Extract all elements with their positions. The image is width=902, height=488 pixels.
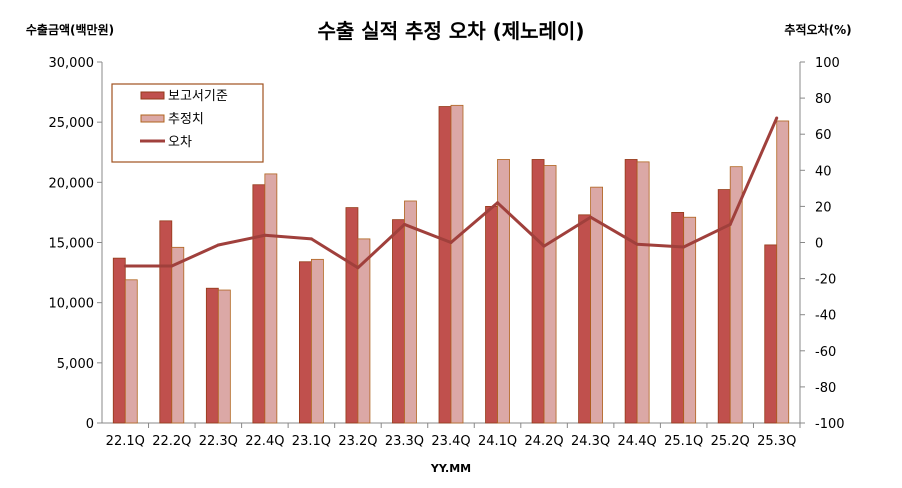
y2-tick-label: -40 [815,309,836,324]
y2-tick-label: 60 [815,128,832,143]
bar-estimate [171,246,185,424]
legend-box [111,83,264,163]
y-axis-label: 수출금액(백만원) [26,22,114,37]
legend: 보고서기준 추정치 오차 [111,83,264,163]
bar-report [298,261,312,424]
legend-label-error: 오차 [168,135,192,150]
y2-tick-label: -20 [815,273,836,288]
bar-estimate [776,120,790,424]
x-axis-label: YY.MM [430,462,471,475]
y-tick-label: 20,000 [49,176,95,191]
error-point [775,116,779,120]
x-tick-label: 23.2Q [338,434,377,449]
error-point [635,242,639,246]
bar-estimate [124,279,138,424]
x-tick-label: 25.2Q [711,434,750,449]
y2-tick-label: -80 [815,381,836,396]
bar-report [205,287,219,424]
error-point [589,215,593,219]
error-point [123,264,127,268]
error-point [682,245,686,249]
y-tick-label: 25,000 [49,116,95,131]
x-tick-label: 22.4Q [245,434,284,449]
bar-report [159,220,173,424]
bar-report [438,106,452,424]
y-tick-label: 0 [86,417,94,432]
x-tick-label: 23.4Q [431,434,470,449]
x-tick-label: 23.3Q [385,434,424,449]
error-point [216,243,220,247]
bar-estimate [450,104,464,424]
legend-label-estimate: 추정치 [168,112,204,127]
error-point [402,222,406,226]
bar-estimate [404,200,417,424]
bar-estimate [264,173,278,424]
y2-tick-label: 40 [815,164,832,179]
y-tick-label: 10,000 [49,297,95,312]
y-tick-label: 5,000 [57,357,94,372]
x-tick-label: 25.1Q [664,434,703,449]
bar-estimate [590,186,603,424]
bar-report [252,184,266,424]
x-tick-label: 24.3Q [571,434,610,449]
x-tick-label: 24.2Q [524,434,563,449]
error-point [728,222,732,226]
legend-swatch-report [140,91,165,100]
y-tick-label: 30,000 [49,56,95,71]
bar-report [531,159,545,424]
x-tick-label: 22.3Q [199,434,238,449]
error-point [542,244,546,248]
x-tick-label: 24.4Q [618,434,657,449]
error-point [356,266,360,270]
y2-tick-label: -100 [815,417,845,432]
y2-tick-label: -60 [815,345,836,360]
x-tick-label: 25.3Q [757,434,796,449]
x-tick-label: 23.1Q [292,434,331,449]
y2-axis-label: 추적오차(%) [784,22,851,37]
x-tick-label: 24.1Q [478,434,517,449]
error-point [263,233,267,237]
bar-estimate [543,165,557,424]
y2-tick-label: 80 [815,92,832,107]
bar-estimate [310,258,324,424]
bar-report [578,214,591,424]
bar-estimate [636,161,650,424]
x-tick-label: 22.1Q [106,434,145,449]
x-tick-label: 22.2Q [152,434,191,449]
bar-report [671,212,685,424]
error-point [309,237,313,241]
bar-estimate [497,159,510,424]
bar-estimate [357,238,371,424]
y-tick-label: 15,000 [49,237,95,252]
bar-report [764,244,778,424]
bar-estimate [683,216,697,424]
error-point [449,241,453,244]
bar-estimate [729,166,743,424]
legend-label-report: 보고서기준 [168,89,228,104]
y2-tick-label: 0 [815,237,823,252]
bar-report [624,159,638,424]
chart-title: 수출 실적 추정 오차 (제노레이) [318,19,585,43]
y2-tick-label: 20 [815,200,832,215]
bar-report [345,207,359,424]
legend-swatch-estimate [140,114,165,123]
y2-tick-label: 100 [815,56,840,71]
error-point [170,264,174,268]
bar-estimate [217,289,231,424]
bar-report [392,219,405,424]
error-point [496,201,500,205]
bar-report [112,257,126,424]
bar-report [485,205,498,424]
